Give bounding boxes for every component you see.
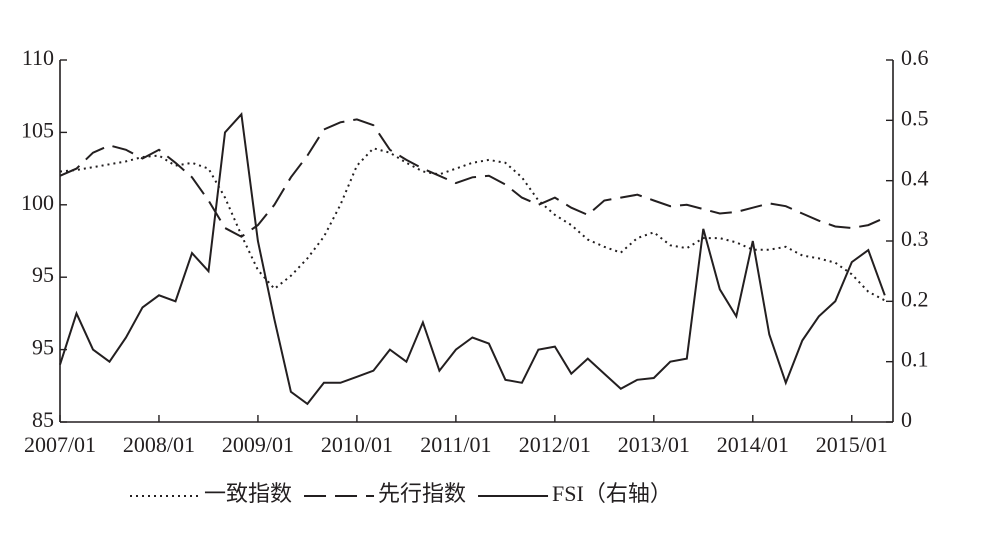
- x-tick-label: 2013/01: [618, 432, 690, 457]
- y-tick-label: 95: [32, 335, 54, 360]
- y2-tick-label: 0: [901, 407, 912, 432]
- y2-tick-label: 0.2: [901, 286, 929, 311]
- x-tick-label: 2010/01: [321, 432, 393, 457]
- series-line: [59, 112, 886, 406]
- y-tick-label: 95: [32, 262, 54, 287]
- legend-label: FSI（右轴）: [552, 481, 672, 506]
- x-tick-label: 2011/01: [420, 432, 491, 457]
- x-tick-label: 2015/01: [816, 432, 888, 457]
- x-tick-label: 2009/01: [222, 432, 294, 457]
- legend-label: 先行指数: [378, 481, 466, 506]
- legend-label: 一致指数: [204, 481, 292, 506]
- y-tick-label: 110: [22, 45, 54, 70]
- y-tick-label: 105: [21, 117, 54, 142]
- y2-tick-label: 0.4: [901, 166, 929, 191]
- y-tick-label: 85: [32, 407, 54, 432]
- x-tick-label: 2008/01: [123, 432, 195, 457]
- y-tick-label: 100: [21, 190, 54, 215]
- x-tick-label: 2007/01: [24, 432, 96, 457]
- y2-tick-label: 0.3: [901, 226, 929, 251]
- y2-tick-label: 0.1: [901, 347, 929, 372]
- y2-tick-label: 0.5: [901, 105, 929, 130]
- series-line: [59, 118, 886, 238]
- x-tick-label: 2012/01: [519, 432, 591, 457]
- x-tick-label: 2014/01: [717, 432, 789, 457]
- y2-tick-label: 0.6: [901, 45, 929, 70]
